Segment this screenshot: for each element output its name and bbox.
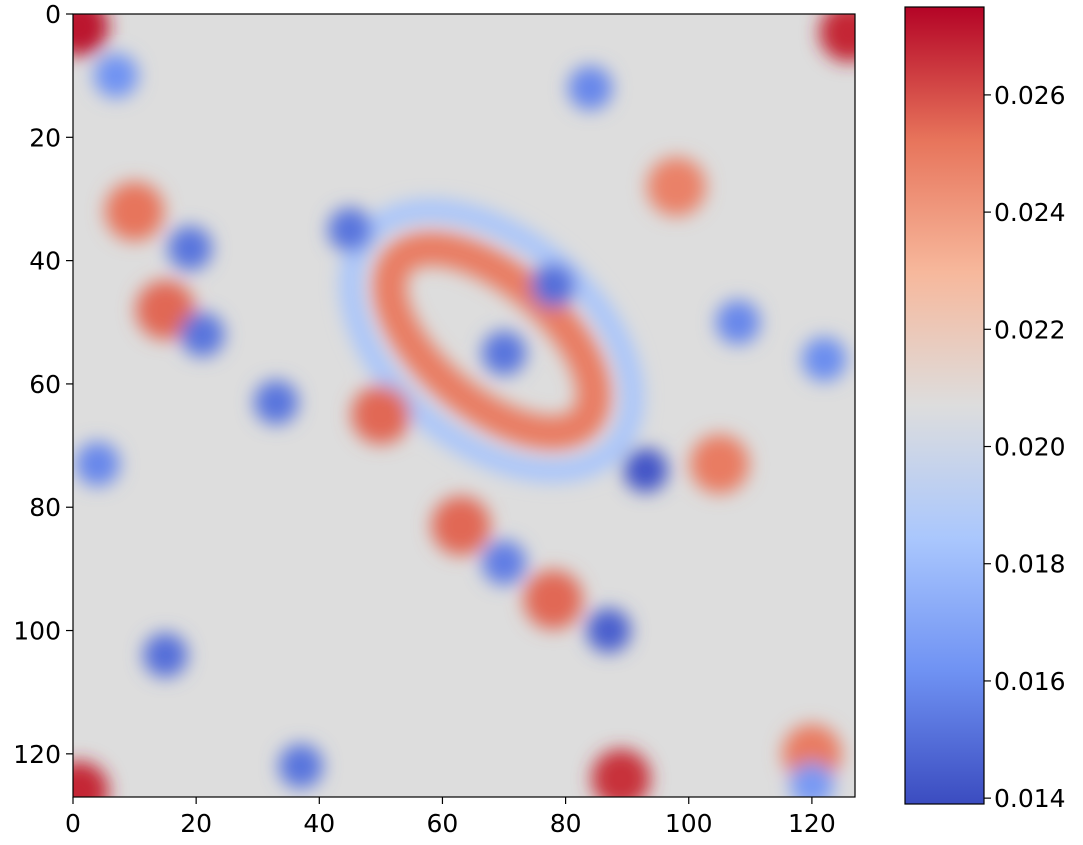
x-tick-label: 60 bbox=[427, 809, 459, 838]
cold-spot bbox=[789, 762, 835, 797]
cold-spot bbox=[180, 312, 225, 357]
colorbar-frame bbox=[904, 6, 985, 805]
hot-spot bbox=[73, 761, 109, 797]
colorbar-tick-label: 0.016 bbox=[994, 667, 1066, 696]
x-tick-label: 80 bbox=[550, 809, 582, 838]
x-tick-label: 120 bbox=[788, 809, 836, 838]
colorbar-tick-label: 0.024 bbox=[994, 198, 1066, 227]
plot-area bbox=[72, 13, 856, 798]
hot-spot bbox=[351, 385, 411, 445]
hot-spot bbox=[819, 14, 855, 63]
y-axis: 0 20 40 60 80 100 120 bbox=[13, 0, 73, 769]
hot-spot bbox=[73, 14, 109, 56]
y-tick-label: 120 bbox=[13, 740, 61, 769]
hot-spot bbox=[105, 181, 165, 241]
x-tick-label: 40 bbox=[303, 809, 335, 838]
colorbar-gradient bbox=[905, 7, 984, 804]
cold-spot bbox=[531, 263, 576, 308]
colorbar-tick-label: 0.020 bbox=[994, 433, 1066, 462]
y-tick-label: 40 bbox=[29, 247, 61, 276]
colorbar-ticks: 0.014 0.016 0.018 0.020 0.022 0.024 0.026 bbox=[984, 81, 1066, 813]
plot-frame bbox=[72, 13, 856, 798]
cold-spot bbox=[568, 65, 613, 111]
ring-band bbox=[372, 231, 611, 450]
colorbar-tick-label: 0.014 bbox=[994, 784, 1066, 813]
cold-spot bbox=[481, 330, 527, 376]
y-tick-label: 20 bbox=[29, 123, 61, 152]
cold-spot bbox=[586, 608, 631, 653]
colorbar-tick-label: 0.022 bbox=[994, 315, 1066, 344]
cold-spot bbox=[802, 337, 847, 382]
colorbar-tick-label: 0.026 bbox=[994, 81, 1066, 110]
cold-spot bbox=[93, 53, 139, 98]
x-tick-label: 100 bbox=[665, 809, 713, 838]
x-axis: 0 20 40 60 80 100 120 bbox=[65, 797, 836, 838]
cold-spot bbox=[327, 207, 373, 252]
x-tick-label: 0 bbox=[65, 809, 81, 838]
hot-spot bbox=[431, 496, 491, 556]
cold-spot bbox=[715, 300, 761, 345]
x-tick-label: 20 bbox=[180, 809, 212, 838]
cold-spot bbox=[167, 226, 213, 271]
y-tick-label: 0 bbox=[45, 0, 61, 29]
heatmap-cells bbox=[73, 14, 855, 797]
cold-spot bbox=[623, 448, 668, 493]
y-tick-label: 100 bbox=[13, 617, 61, 646]
y-tick-label: 60 bbox=[29, 370, 61, 399]
hot-spot bbox=[135, 280, 195, 340]
colorbar: 0.014 0.016 0.018 0.020 0.022 0.024 0.026 bbox=[904, 6, 1066, 813]
cold-spot bbox=[143, 633, 188, 678]
hot-spot bbox=[646, 157, 706, 217]
hot-spot bbox=[523, 570, 583, 630]
cold-spot bbox=[481, 540, 527, 585]
colorbar-tick-label: 0.018 bbox=[994, 550, 1066, 579]
cold-spot bbox=[254, 380, 299, 425]
hot-spot bbox=[591, 748, 651, 797]
cold-spot bbox=[75, 441, 120, 487]
hot-spot bbox=[689, 434, 750, 494]
cold-spot bbox=[278, 744, 323, 789]
y-tick-label: 80 bbox=[29, 493, 61, 522]
